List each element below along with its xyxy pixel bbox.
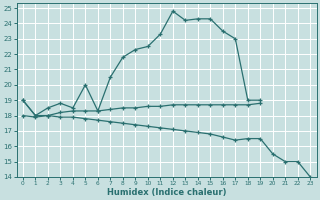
X-axis label: Humidex (Indice chaleur): Humidex (Indice chaleur) [107, 188, 226, 197]
